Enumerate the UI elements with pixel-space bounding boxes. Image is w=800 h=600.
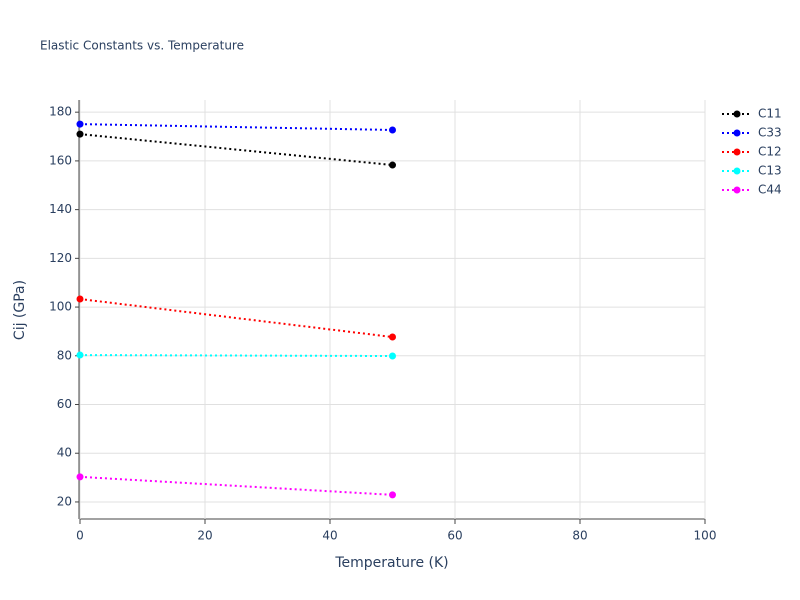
point — [389, 161, 396, 169]
x-tick-label: 40 — [322, 529, 337, 543]
y-axis-title: Cij (GPa) — [12, 280, 28, 340]
y-tick-label: 60 — [57, 397, 72, 411]
legend-marker — [733, 186, 741, 194]
point — [76, 295, 84, 303]
y-tick-label: 180 — [49, 105, 72, 119]
legend-marker — [733, 148, 741, 156]
x-tick-label: 20 — [197, 529, 212, 543]
legend-label: C11 — [758, 107, 782, 121]
x-tick-label: 0 — [76, 529, 84, 543]
legend-label: C44 — [758, 183, 782, 197]
point — [389, 352, 396, 360]
point — [76, 351, 84, 359]
x-tick-label: 100 — [694, 529, 717, 543]
legend-label: C33 — [758, 126, 782, 140]
x-tick-label: 80 — [572, 529, 587, 543]
y-tick-label: 100 — [49, 300, 72, 314]
series-line — [79, 298, 393, 339]
legend-marker — [733, 167, 741, 175]
y-tick-label: 40 — [57, 446, 72, 460]
series-line — [79, 123, 393, 131]
y-tick-label: 20 — [57, 494, 72, 508]
point — [76, 120, 84, 128]
point — [389, 333, 396, 341]
legend-marker — [733, 129, 741, 137]
y-tick-label: 160 — [49, 153, 72, 167]
y-tick-label: 80 — [57, 348, 72, 362]
point — [76, 130, 84, 138]
y-tick-label: 120 — [49, 251, 72, 265]
x-tick-label: 60 — [447, 529, 462, 543]
point — [389, 491, 396, 499]
legend-label: C12 — [758, 145, 782, 159]
x-axis-title: Temperature (K) — [334, 555, 448, 571]
point — [389, 126, 396, 134]
series-line — [79, 133, 393, 167]
legend-label: C13 — [758, 164, 782, 178]
point — [76, 473, 84, 481]
series-line — [79, 354, 393, 358]
series-line — [79, 475, 393, 496]
y-tick-label: 140 — [49, 202, 72, 216]
legend-marker — [733, 110, 741, 118]
chart-title: Elastic Constants vs. Temperature — [40, 39, 244, 53]
